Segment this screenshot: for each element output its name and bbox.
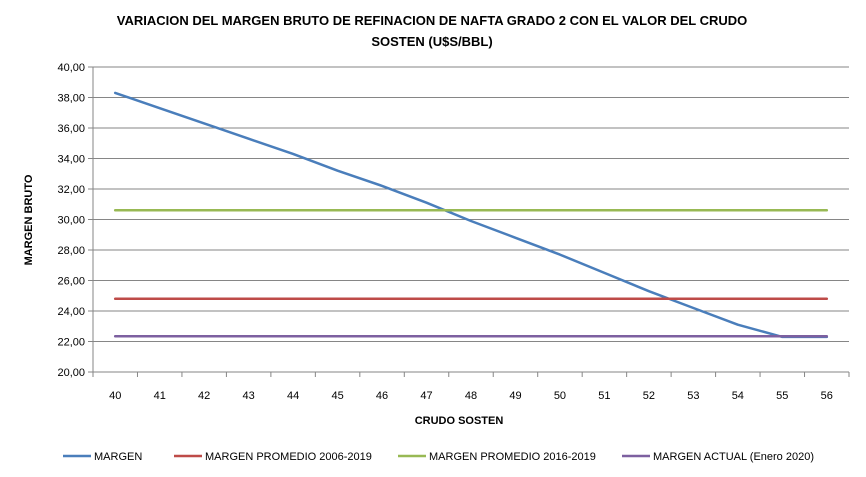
y-tick-label: 24,00	[57, 306, 85, 318]
x-tick-label: 48	[465, 390, 477, 402]
x-axis-ticks: 40 41 42 43 44 45 46 47 48 49 50 51 52 53 54 55 56	[92, 372, 850, 402]
y-tick-label: 20,00	[57, 367, 85, 379]
y-tick-label: 22,00	[57, 337, 85, 349]
gridlines	[93, 66, 849, 373]
series-line-1	[113, 91, 829, 339]
chart-title-line-1: VARIACION DEL MARGEN BRUTO DE REFINACION…	[117, 13, 748, 28]
axes	[92, 67, 849, 373]
y-tick-label: 40,00	[57, 62, 85, 74]
legend-label-4: MARGEN ACTUAL (Enero 2020)	[653, 451, 814, 463]
x-tick-label: 43	[243, 390, 255, 402]
x-tick-label: 44	[287, 390, 299, 402]
legend-label-2: MARGEN PROMEDIO 2006-2019	[205, 451, 372, 463]
y-tick-label: 32,00	[57, 184, 85, 196]
y-tick-label: 36,00	[57, 123, 85, 135]
legend-label-3: MARGEN PROMEDIO 2016-2019	[429, 451, 596, 463]
x-tick-label: 52	[643, 390, 655, 402]
y-tick-label: 30,00	[57, 215, 85, 227]
y-tick-label: 26,00	[57, 276, 85, 288]
x-tick-label: 40	[109, 390, 121, 402]
x-tick-label: 56	[821, 390, 833, 402]
y-axis-title: MARGEN BRUTO	[23, 174, 35, 265]
x-tick-label: 54	[732, 390, 744, 402]
x-tick-label: 51	[598, 390, 610, 402]
x-tick-label: 49	[509, 390, 521, 402]
x-tick-label: 47	[420, 390, 432, 402]
x-tick-label: 46	[376, 390, 388, 402]
series-lines	[113, 91, 829, 339]
legend: MARGEN MARGEN PROMEDIO 2006-2019 MARGEN PR…	[63, 451, 814, 463]
x-axis-title: CRUDO SOSTEN	[415, 415, 504, 427]
legend-label-1: MARGEN	[94, 451, 142, 463]
y-tick-label: 38,00	[57, 93, 85, 105]
y-tick-label: 34,00	[57, 154, 85, 166]
y-axis-ticks: 20,00 22,00 24,00 26,00 28,00 30,00 32,00 34,00…	[57, 62, 93, 379]
x-tick-label: 42	[198, 390, 210, 402]
x-tick-label: 45	[331, 390, 343, 402]
x-tick-label: 53	[687, 390, 699, 402]
x-tick-label: 41	[154, 390, 166, 402]
x-tick-label: 55	[776, 390, 788, 402]
chart-title-line-2: SOSTEN (U$S/BBL)	[371, 34, 492, 49]
y-tick-label: 28,00	[57, 245, 85, 257]
x-tick-label: 50	[554, 390, 566, 402]
